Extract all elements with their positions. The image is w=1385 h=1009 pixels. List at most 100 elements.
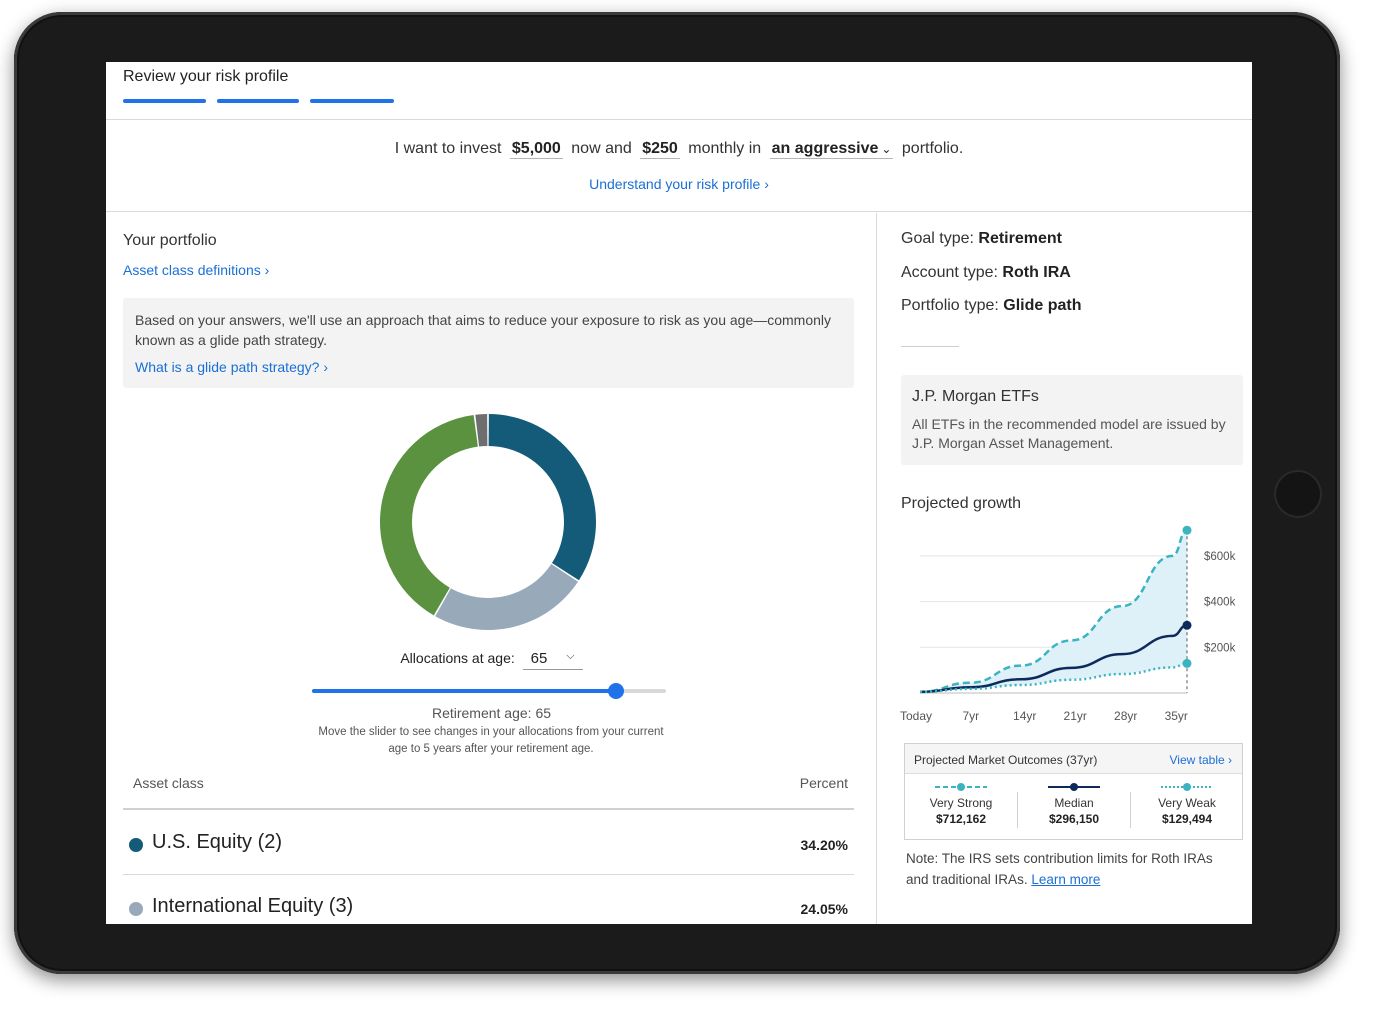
initial-amount-field[interactable]: $5,000 [509, 140, 563, 159]
outcome-very-weak: Very Weak $129,494 [1131, 774, 1243, 840]
portfolio-panel: Your portfolio Asset class definitions ›… [106, 213, 877, 924]
asset-percent: 24.05% [800, 901, 848, 917]
learn-more-link[interactable]: Learn more [1031, 872, 1101, 887]
asset-name: U.S. Equity (2) [152, 831, 283, 853]
asset-percent: 34.20% [800, 837, 848, 853]
goal-type-row: Goal type: Retirement [901, 230, 1062, 248]
y-tick-label: $200k [1204, 642, 1236, 654]
allocation-age-label: Allocations at age: [400, 650, 515, 666]
age-slider-thumb[interactable] [608, 683, 625, 699]
series-end-point [1182, 620, 1192, 630]
y-tick-label: $600k [1204, 551, 1236, 563]
very-strong-legend-icon [935, 783, 987, 791]
goal-panel: Goal type: Retirement Account type: Roth… [878, 213, 1252, 924]
chevron-down-icon: ⌵ [566, 650, 575, 662]
portfolio-type-value: Glide path [1003, 297, 1082, 314]
table-row[interactable]: International Equity (3) 24.05% [123, 875, 854, 924]
app-screen: Review your risk profile I want to inves… [106, 62, 1252, 924]
median-legend-icon [1048, 783, 1100, 791]
us-equity-color-dot [129, 838, 143, 852]
series-end-point [1182, 658, 1192, 668]
outcome-very-strong: Very Strong $712,162 [905, 774, 1017, 840]
asset-name: International Equity (3) [152, 895, 354, 917]
projected-growth-chart: $200k $400k $600k Today 7yr 14yr 21yr 28yr 35yr [900, 525, 1236, 723]
series-line-very-strong [919, 528, 1188, 694]
progress-step-3 [310, 99, 394, 103]
allocation-age-row: Allocations at age: 65 ⌵ [106, 650, 877, 670]
outcome-amount: $296,150 [1048, 812, 1100, 826]
y-tick-label: $400k [1204, 597, 1236, 609]
view-table-link[interactable]: View table › [1169, 753, 1232, 767]
donut-slice-2 [380, 414, 478, 616]
very-weak-legend-icon [1161, 783, 1213, 791]
asset-class-column-header: Asset class [133, 775, 204, 791]
etf-info-box: J.P. Morgan ETFs All ETFs in the recomme… [901, 375, 1243, 465]
x-tick-label: 7yr [963, 709, 980, 723]
asset-table-header: Asset class Percent [123, 773, 854, 810]
portfolio-title: Your portfolio [123, 232, 217, 249]
allocation-donut-chart [380, 414, 596, 630]
divider [1130, 792, 1131, 828]
risk-level-dropdown[interactable]: an aggressive ⌄ [769, 140, 894, 159]
x-tick-label: 21yr [1064, 709, 1087, 723]
account-type-label: Account type: [901, 264, 998, 281]
account-type-row: Account type: Roth IRA [901, 264, 1071, 282]
irs-note: Note: The IRS sets contribution limits f… [906, 848, 1236, 890]
glide-path-link[interactable]: What is a glide path strategy? › [135, 359, 328, 375]
invest-summary: I want to invest $5,000 now and $250 mon… [106, 121, 1252, 212]
understand-risk-link[interactable]: Understand your risk profile › [589, 176, 769, 192]
age-slider-fill [312, 689, 617, 693]
donut-slice-1 [435, 564, 578, 630]
glide-path-info-text: Based on your answers, we'll use an appr… [135, 312, 832, 348]
market-outcomes-title: Projected Market Outcomes (37yr) [914, 753, 1098, 767]
series-line-median [919, 624, 1188, 694]
progress-step-2 [217, 99, 299, 103]
retirement-age-text: Retirement age: 65 [431, 705, 552, 721]
donut-slice-3 [475, 414, 488, 447]
allocation-age-select[interactable]: 65 ⌵ [522, 650, 583, 670]
slider-help-text: Move the slider to see changes in your a… [318, 726, 664, 755]
page-title: Review your risk profile [123, 68, 289, 85]
invest-monthly-label: monthly in [688, 140, 762, 157]
progress-step-1 [123, 99, 206, 103]
irs-note-text: Note: The IRS sets contribution limits f… [906, 851, 1213, 887]
outcome-label: Very Weak [1158, 796, 1216, 810]
allocation-age-value: 65 [530, 650, 548, 667]
series-line-very-weak [919, 662, 1188, 694]
chevron-down-icon: ⌄ [881, 142, 892, 156]
divider [1017, 792, 1018, 828]
x-tick-label: 28yr [1114, 709, 1137, 723]
x-tick-label: Today [900, 709, 932, 723]
outcome-label: Very Strong [929, 796, 993, 810]
portfolio-type-row: Portfolio type: Glide path [901, 297, 1082, 315]
outcome-amount: $129,494 [1161, 812, 1213, 826]
donut-slice-0 [488, 414, 596, 581]
home-button[interactable] [1274, 470, 1322, 518]
asset-class-definitions-link[interactable]: Asset class definitions › [123, 262, 270, 278]
goal-type-label: Goal type: [901, 230, 974, 247]
invest-sentence: I want to invest $5,000 now and $250 mon… [106, 140, 1252, 159]
table-row[interactable]: U.S. Equity (2) 34.20% [123, 811, 854, 875]
portfolio-type-label: Portfolio type: [901, 297, 999, 314]
intl-equity-color-dot [129, 902, 143, 916]
page-header: Review your risk profile [106, 62, 1252, 120]
risk-level-value: an aggressive [771, 140, 879, 157]
etf-text: All ETFs in the recommended model are is… [912, 416, 1226, 451]
etf-title: J.P. Morgan ETFs [912, 388, 1039, 405]
outcome-median: Median $296,150 [1018, 774, 1130, 840]
projected-growth-title: Projected growth [901, 495, 1022, 512]
glide-path-info-box: Based on your answers, we'll use an appr… [123, 298, 854, 388]
age-slider[interactable] [312, 683, 666, 699]
outcome-label: Median [1054, 796, 1094, 810]
x-tick-label: 14yr [1013, 709, 1036, 723]
goal-type-value: Retirement [978, 230, 1062, 247]
market-outcomes-header: Projected Market Outcomes (37yr) View ta… [905, 744, 1242, 774]
invest-prefix: I want to invest [394, 140, 502, 157]
account-type-value: Roth IRA [1002, 264, 1071, 281]
monthly-amount-field[interactable]: $250 [640, 140, 680, 159]
series-end-point [1182, 525, 1192, 535]
market-outcomes-panel: Projected Market Outcomes (37yr) View ta… [904, 743, 1243, 840]
x-tick-label: 35yr [1165, 709, 1188, 723]
invest-suffix: portfolio. [901, 140, 964, 157]
outcome-range-band [920, 530, 1187, 692]
